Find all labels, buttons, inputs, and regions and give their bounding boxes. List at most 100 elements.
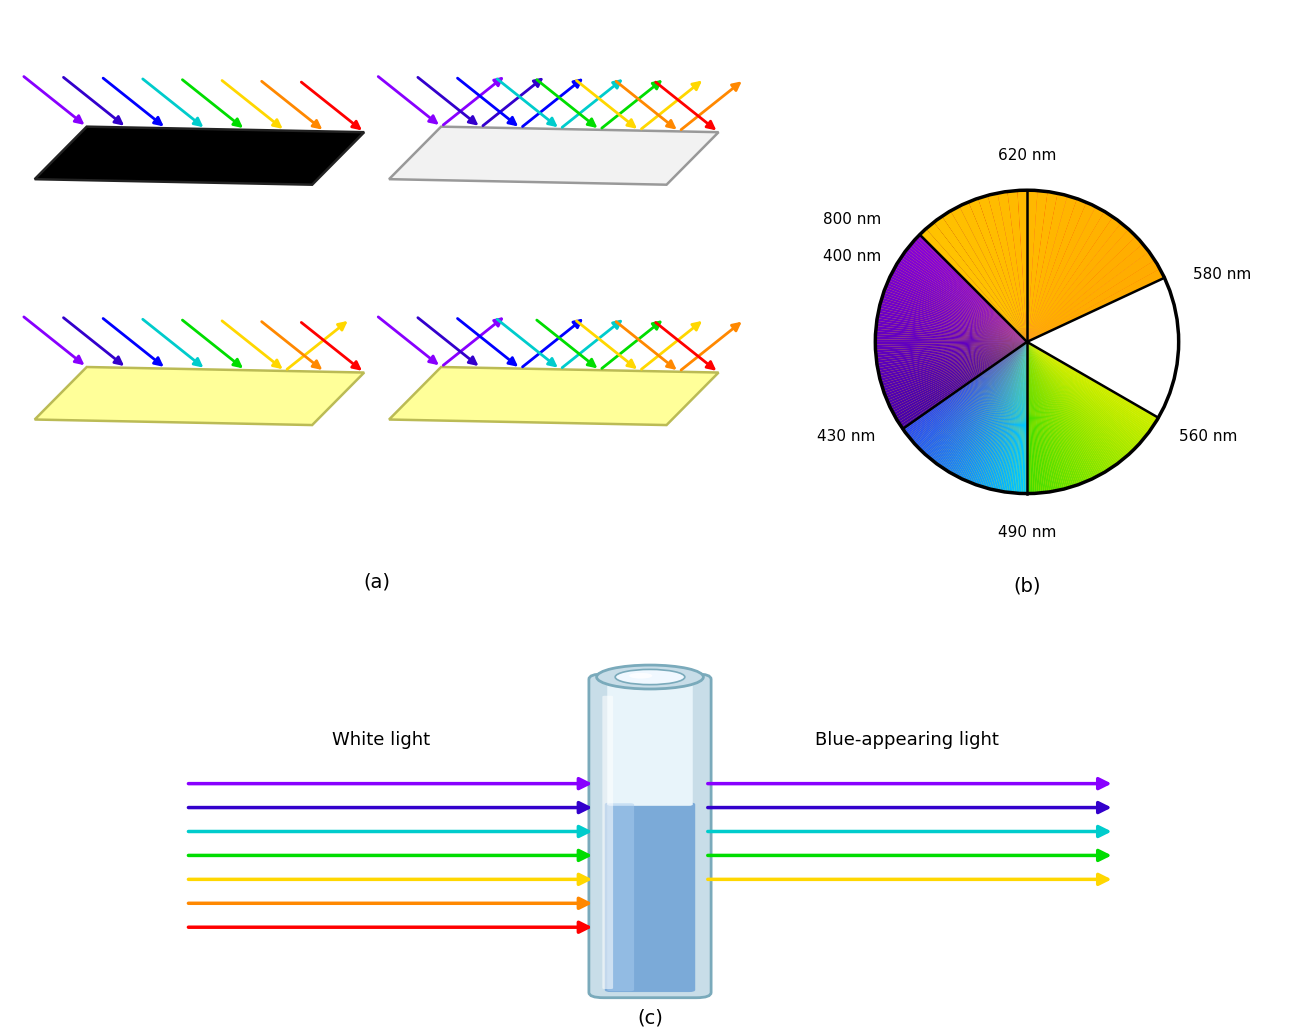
Polygon shape: [1027, 342, 1092, 480]
Polygon shape: [875, 342, 1027, 355]
Polygon shape: [982, 197, 1027, 342]
Polygon shape: [1027, 196, 1071, 342]
Polygon shape: [1027, 342, 1095, 479]
Polygon shape: [1001, 342, 1027, 492]
Polygon shape: [1027, 342, 1096, 478]
Polygon shape: [911, 342, 1027, 441]
Polygon shape: [1027, 342, 1066, 489]
Polygon shape: [1024, 191, 1027, 342]
Polygon shape: [930, 225, 1027, 342]
Polygon shape: [889, 342, 1027, 413]
Polygon shape: [905, 342, 1027, 433]
Polygon shape: [894, 342, 1027, 418]
Polygon shape: [1027, 342, 1148, 434]
Polygon shape: [1027, 342, 1139, 447]
Polygon shape: [1027, 243, 1144, 342]
Polygon shape: [902, 342, 1027, 430]
Polygon shape: [936, 342, 1027, 464]
Polygon shape: [884, 342, 1027, 394]
Polygon shape: [985, 196, 1027, 342]
Polygon shape: [1027, 342, 1031, 493]
Polygon shape: [1027, 342, 1121, 462]
Polygon shape: [1027, 342, 1054, 491]
Polygon shape: [958, 342, 1027, 478]
Polygon shape: [1027, 342, 1086, 483]
Polygon shape: [892, 342, 1027, 413]
Polygon shape: [875, 342, 1027, 352]
Polygon shape: [911, 242, 1027, 342]
Polygon shape: [1027, 342, 1153, 434]
Polygon shape: [922, 231, 1027, 342]
Polygon shape: [1027, 342, 1153, 428]
Polygon shape: [888, 342, 1027, 404]
Polygon shape: [909, 342, 1027, 437]
Polygon shape: [948, 211, 1027, 342]
Polygon shape: [1027, 342, 1143, 442]
Polygon shape: [1013, 342, 1027, 493]
Polygon shape: [1027, 342, 1152, 429]
Polygon shape: [892, 270, 1027, 342]
Polygon shape: [933, 222, 1027, 342]
Polygon shape: [941, 215, 1027, 342]
Polygon shape: [1027, 342, 1110, 473]
Polygon shape: [1027, 342, 1118, 468]
Polygon shape: [1027, 238, 1140, 342]
Polygon shape: [926, 223, 1027, 342]
Polygon shape: [963, 203, 1027, 342]
Polygon shape: [876, 323, 1027, 342]
Polygon shape: [1027, 209, 1102, 342]
Polygon shape: [1027, 342, 1147, 437]
Polygon shape: [888, 280, 1027, 342]
Polygon shape: [875, 339, 1027, 342]
Polygon shape: [942, 342, 1027, 469]
Polygon shape: [878, 306, 1027, 342]
Polygon shape: [881, 295, 1027, 342]
Polygon shape: [958, 206, 1027, 342]
Polygon shape: [906, 249, 1027, 342]
Text: White light: White light: [332, 730, 430, 749]
Polygon shape: [876, 342, 1027, 361]
Polygon shape: [897, 342, 1027, 423]
Polygon shape: [1027, 342, 1093, 483]
Polygon shape: [909, 244, 1027, 342]
Polygon shape: [1027, 210, 1105, 342]
Polygon shape: [1027, 200, 1082, 342]
Polygon shape: [1027, 342, 1134, 451]
Polygon shape: [950, 342, 1027, 473]
Polygon shape: [1027, 342, 1113, 468]
Polygon shape: [1027, 224, 1124, 342]
Polygon shape: [1027, 342, 1057, 491]
Polygon shape: [875, 342, 1027, 347]
Polygon shape: [881, 342, 1027, 386]
Polygon shape: [1019, 191, 1027, 342]
Polygon shape: [883, 342, 1027, 392]
Polygon shape: [1008, 191, 1027, 342]
Polygon shape: [937, 220, 1027, 342]
Polygon shape: [942, 211, 1027, 342]
Polygon shape: [1027, 259, 1156, 342]
Polygon shape: [932, 342, 1027, 462]
Polygon shape: [1027, 342, 1035, 493]
Polygon shape: [1027, 219, 1117, 342]
Polygon shape: [994, 194, 1027, 342]
Polygon shape: [1027, 194, 1067, 342]
Polygon shape: [989, 342, 1027, 489]
Polygon shape: [1027, 342, 1145, 439]
Polygon shape: [926, 229, 1027, 342]
Polygon shape: [1027, 342, 1069, 488]
Polygon shape: [1027, 192, 1058, 342]
Polygon shape: [1027, 191, 1030, 342]
Polygon shape: [1027, 342, 1101, 476]
Polygon shape: [896, 264, 1027, 342]
Polygon shape: [900, 257, 1027, 342]
Polygon shape: [1027, 342, 1100, 477]
Polygon shape: [1017, 342, 1027, 493]
Polygon shape: [1027, 342, 1136, 450]
Polygon shape: [933, 217, 1027, 342]
Polygon shape: [957, 342, 1027, 481]
Polygon shape: [1027, 342, 1044, 493]
Ellipse shape: [629, 673, 653, 679]
Polygon shape: [1027, 342, 1087, 482]
Polygon shape: [933, 342, 1027, 463]
Polygon shape: [1027, 211, 1113, 342]
